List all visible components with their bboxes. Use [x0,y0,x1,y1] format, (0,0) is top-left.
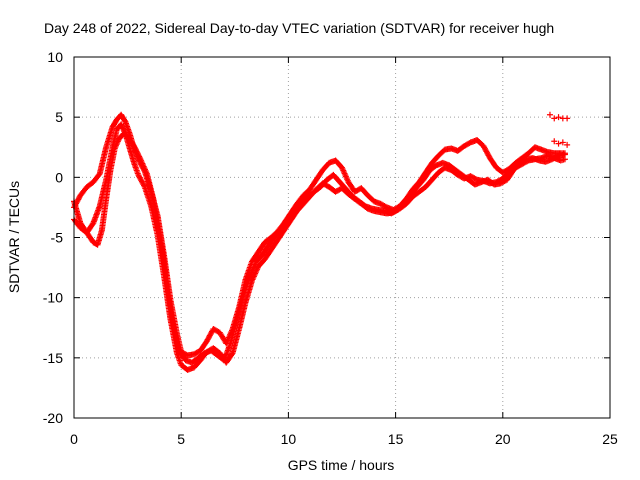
y-tick-label: -15 [43,350,63,366]
series-trace-4 [546,111,571,148]
y-tick-label: 0 [55,169,63,185]
x-axis-label: GPS time / hours [288,457,395,473]
grid [74,57,610,418]
x-tick-label: 20 [495,431,511,447]
y-axis-label: SDTVAR / TECUs [6,181,22,293]
x-tick-label: 5 [177,431,185,447]
y-tick-label: 10 [47,49,63,65]
plus-markers [71,111,568,359]
y-tick-label: -5 [51,230,64,246]
x-tick-label: 15 [388,431,404,447]
x-tick-label: 0 [70,431,78,447]
axis-ticks [73,56,611,419]
chart-title: Day 248 of 2022, Sidereal Day-to-day VTE… [44,20,554,36]
y-tick-label: 5 [55,109,63,125]
y-tick-labels: -20 -15 -10 -5 0 5 10 [43,49,63,426]
series-trace-1 [71,111,568,359]
x-tick-labels: 0 5 10 15 20 25 [70,431,618,447]
y-tick-label: -10 [43,290,63,306]
x-tick-label: 10 [281,431,297,447]
plus-markers [546,111,571,148]
x-tick-label: 25 [602,431,618,447]
data-points [71,111,571,373]
y-tick-label: -20 [43,410,63,426]
